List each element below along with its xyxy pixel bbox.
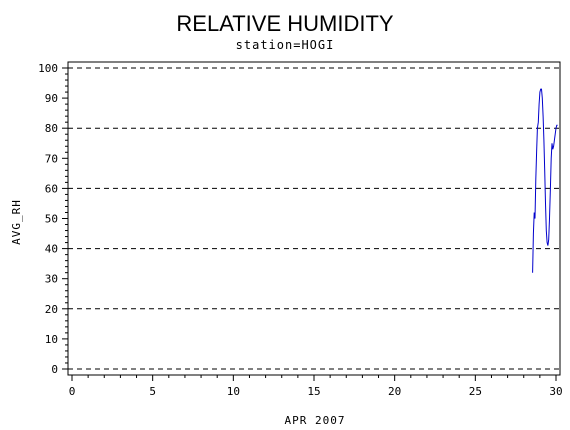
- y-tick-label: 70: [45, 152, 58, 165]
- x-tick-label: 0: [69, 385, 76, 398]
- series-line: [532, 88, 558, 273]
- y-axis: 0 10 20 30 40 50 60 70 80 90 100: [38, 62, 68, 376]
- y-tick-label: 20: [45, 303, 58, 316]
- x-tick-label: 10: [227, 385, 240, 398]
- x-tick-label: 25: [469, 385, 482, 398]
- reference-lines: [68, 67, 560, 370]
- y-axis-label: AVG_RH: [10, 199, 23, 245]
- y-tick-label: 10: [45, 333, 58, 346]
- y-tick-label: 30: [45, 273, 58, 286]
- y-tick-label: 50: [45, 213, 58, 226]
- y-tick-label: 100: [38, 62, 58, 75]
- x-axis: 0 5 10 15 20 25 30: [69, 375, 563, 398]
- y-tick-label: 40: [45, 243, 58, 256]
- x-tick-label: 15: [307, 385, 320, 398]
- x-tick-label: 20: [388, 385, 401, 398]
- x-axis-label: APR 2007: [285, 414, 346, 427]
- y-tick-label: 60: [45, 182, 58, 195]
- plot-frame: [67, 61, 561, 376]
- x-tick-label: 5: [149, 385, 156, 398]
- x-tick-label: 30: [549, 385, 562, 398]
- y-tick-label: 90: [45, 92, 58, 105]
- y-tick-label: 0: [51, 363, 58, 376]
- chart-title: RELATIVE HUMIDITY: [176, 11, 394, 36]
- chart-subtitle: station=HOGI: [236, 38, 335, 52]
- y-tick-label: 80: [45, 122, 58, 135]
- series-group: [532, 88, 558, 273]
